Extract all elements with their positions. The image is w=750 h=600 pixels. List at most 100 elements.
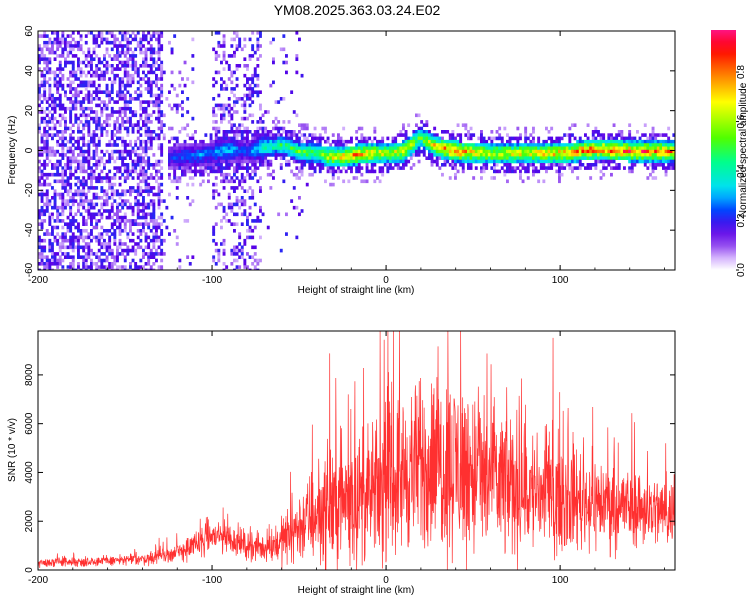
spectrogram-cell (298, 156, 301, 160)
spectrogram-cell (147, 130, 151, 134)
spectrogram-cell (71, 149, 75, 154)
spectrogram-cell (493, 149, 496, 154)
spectrogram-cell (71, 54, 75, 58)
spectrogram-cell (123, 87, 127, 91)
spectrogram-cell (53, 133, 57, 137)
spectrogram-cell (69, 238, 73, 243)
spectrogram-cell (40, 189, 44, 193)
spectrogram-cell (373, 136, 377, 141)
spectrogram-cell (511, 136, 515, 141)
spectrogram-cell (251, 113, 255, 118)
spectrogram-cell (256, 143, 260, 147)
spectrogram-cell (487, 149, 491, 154)
spectrogram-cell (38, 209, 41, 213)
spectrogram-cell (292, 205, 296, 210)
spectrogram-cell (116, 268, 119, 270)
spectrogram-cell (233, 87, 236, 91)
spectrogram-cell (51, 133, 54, 137)
spectrogram-cell (84, 123, 88, 127)
spectrogram-cell (555, 143, 559, 147)
spectrogram-cell (142, 44, 145, 48)
spectrogram-cell (615, 136, 619, 141)
spectrogram-cell (456, 133, 460, 137)
spectrogram-cell (160, 159, 164, 164)
spectrogram-cell (118, 209, 122, 213)
spectrogram-cell (38, 242, 41, 246)
spectrogram-cell (360, 139, 364, 144)
spectrogram-cell (152, 238, 156, 243)
spectrogram-cell (552, 163, 556, 167)
spectrogram-cell (110, 205, 114, 210)
spectrogram-cell (38, 169, 41, 174)
spectrogram-cell (147, 255, 151, 259)
spectrogram-cell (90, 199, 93, 203)
spectrogram-cell (131, 163, 135, 167)
spectrogram-cell (45, 139, 49, 144)
spectrogram-cell (649, 156, 652, 160)
spectrogram-cell (134, 153, 138, 157)
spectrogram-cell (412, 136, 416, 141)
spectrogram-cell (545, 139, 548, 144)
spectrogram-cell (139, 169, 143, 174)
spectrogram-cell (225, 103, 229, 108)
spectrogram-cell (246, 77, 249, 81)
spectrogram-cell (126, 252, 130, 256)
spectrogram-cell (469, 143, 473, 147)
spectrogram-cell (412, 146, 416, 151)
spectrogram-cell (160, 130, 164, 134)
spectrogram-cell (97, 136, 101, 141)
spectrogram-cell (160, 83, 164, 88)
spectrogram-cell (563, 153, 567, 157)
spectrogram-cell (287, 153, 291, 157)
spectrogram-cell (256, 139, 260, 144)
spectrogram-cell (607, 159, 611, 164)
spectrogram-cell (48, 133, 52, 137)
spectrogram-cell (493, 169, 496, 174)
spectrogram-cell (547, 156, 551, 160)
spectrogram-cell (131, 50, 135, 55)
spectrogram-cell (74, 189, 78, 193)
spectrogram-cell (103, 258, 106, 263)
spectrogram-cell (157, 67, 161, 71)
spectrogram-cell (300, 139, 304, 144)
spectrogram-cell (399, 146, 403, 151)
spectrogram-cell (368, 153, 372, 157)
spectrogram-cell (56, 242, 60, 246)
spectrogram-cell (589, 153, 593, 157)
spectrogram-cell (368, 143, 372, 147)
spectrogram-cell (79, 60, 83, 65)
spectrogram-cell (357, 163, 361, 167)
spectrogram-cell (110, 225, 114, 230)
spectrogram-cell (108, 252, 112, 256)
spectrogram-cell (500, 143, 504, 147)
spectrogram-cell (243, 100, 247, 104)
spectrogram-cell (175, 163, 179, 167)
spectrogram-cell (490, 166, 494, 170)
spectrogram-cell (173, 149, 177, 154)
spectrogram-cell (399, 159, 403, 164)
spectrogram-cell (324, 153, 327, 157)
spectrogram-y-tick-label: -40 (24, 223, 35, 238)
spectrogram-cell (550, 136, 554, 141)
spectrogram-cell (495, 169, 499, 174)
spectrogram-cell (615, 149, 619, 154)
spectrogram-cell (173, 179, 177, 184)
spectrogram-cell (230, 176, 234, 180)
spectrogram-cell (108, 159, 112, 164)
spectrogram-cell (498, 146, 502, 151)
spectrogram-cell (246, 153, 249, 157)
spectrogram-cell (480, 149, 483, 154)
spectrogram-cell (532, 163, 535, 167)
spectrogram-cell (625, 136, 629, 141)
spectrogram-cell (152, 163, 156, 167)
spectrogram-cell (82, 245, 86, 250)
spectrogram-cell (168, 232, 171, 236)
spectrogram-cell (58, 245, 62, 250)
spectrogram-cell (152, 166, 156, 170)
spectrogram-cell (430, 163, 434, 167)
spectrogram-cell (69, 136, 73, 141)
spectrogram-cell (51, 163, 54, 167)
spectrogram-cell (282, 139, 286, 144)
spectrogram-cell (246, 166, 249, 170)
spectrogram-cell (251, 229, 255, 233)
